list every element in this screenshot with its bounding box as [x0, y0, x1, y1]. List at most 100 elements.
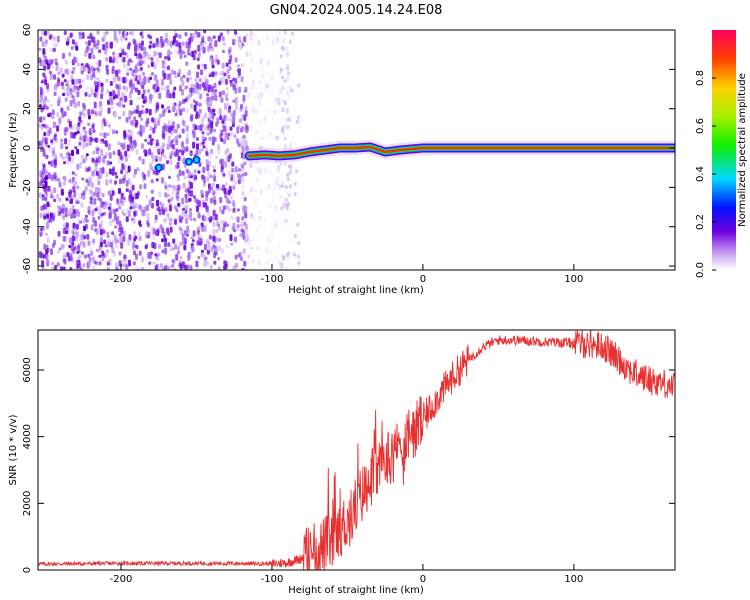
snr-frame — [37, 329, 676, 571]
noise-speck — [291, 31, 294, 36]
noise-speck — [290, 88, 294, 93]
noise-speck — [295, 169, 299, 174]
noise-fade — [38, 30, 275, 270]
noise-speck — [289, 184, 293, 189]
noise-speck — [289, 165, 293, 170]
noise-speck — [281, 126, 285, 131]
noise-speck — [280, 75, 284, 80]
noise-speck — [282, 38, 286, 45]
y-tick-label: 0 — [22, 145, 33, 151]
noise-speck — [279, 67, 283, 72]
noise-speck — [286, 213, 290, 218]
x-tick-label: 0 — [420, 274, 426, 285]
noise-speck — [287, 193, 291, 197]
noise-speck — [285, 108, 289, 114]
colorbar-tick-label: 0.8 — [695, 70, 706, 86]
noise-speck — [286, 75, 290, 82]
colorbar-label: Normalized spectral amplitude — [737, 73, 748, 227]
spectrogram-x-label: Height of straight line (km) — [288, 285, 424, 296]
noise-speck — [274, 180, 278, 186]
noise-speck — [278, 85, 282, 91]
y-tick-label: 2000 — [22, 491, 33, 516]
spectrogram-x-ticks: -200 -100 0 100 — [110, 264, 583, 285]
colorbar-ticks: 0.0 0.2 0.4 0.6 0.8 — [695, 70, 716, 278]
noise-speck — [274, 221, 278, 229]
noise-speck — [284, 218, 288, 224]
noise-speck — [279, 162, 283, 166]
colorbar-tick-label: 0.0 — [695, 262, 706, 278]
colorbar-tick-label: 0.4 — [695, 166, 706, 182]
noise-speck — [276, 97, 280, 103]
noise-speck — [288, 170, 292, 175]
signal-blob-core — [186, 159, 191, 165]
noise-speck — [280, 115, 284, 121]
x-tick-label: 100 — [564, 574, 583, 585]
noise-speck — [279, 88, 282, 95]
spectrogram-panel: -200 -100 0 100 60 40 20 0 -20 -40 -60 Height of … — [8, 24, 676, 296]
snr-y-label: SNR (10 * v/v) — [8, 414, 19, 485]
noise-speck — [284, 185, 288, 189]
noise-speck — [283, 123, 287, 128]
noise-speck — [287, 71, 291, 76]
colorbar-tick-label: 0.6 — [695, 118, 706, 134]
noise-speck — [283, 79, 287, 83]
noise-speck — [279, 54, 283, 59]
noise-speck — [296, 222, 300, 227]
signal-blob-core — [156, 165, 161, 171]
noise-speck — [286, 90, 289, 96]
noise-speck — [288, 94, 291, 100]
snr-x-label: Height of straight line (km) — [288, 585, 424, 596]
noise-speck — [276, 135, 280, 141]
x-tick-label: -100 — [261, 574, 284, 585]
noise-speck — [296, 254, 300, 259]
colorbar-tick-label: 0.2 — [695, 214, 706, 230]
noise-speck — [289, 142, 292, 149]
noise-speck — [293, 182, 297, 186]
signal-blob-core — [194, 157, 199, 163]
noise-speck — [280, 262, 284, 270]
noise-speck — [274, 217, 278, 221]
noise-speck — [285, 46, 289, 51]
noise-speck — [297, 83, 301, 88]
noise-speck — [284, 197, 288, 202]
noise-speck — [286, 118, 290, 122]
noise-speck — [281, 254, 285, 259]
noise-speck — [276, 176, 280, 183]
x-tick-label: 100 — [564, 274, 583, 285]
noise-speck — [288, 39, 292, 44]
noise-speck — [278, 260, 282, 267]
y-tick-label: -60 — [22, 258, 33, 274]
noise-speck — [297, 261, 301, 266]
noise-speck — [282, 201, 286, 205]
noise-speck — [280, 206, 284, 211]
noise-speck — [281, 181, 285, 188]
noise-speck — [278, 220, 282, 224]
noise-speck — [289, 239, 293, 243]
snr-series-line — [38, 330, 675, 570]
noise-speck — [286, 173, 290, 178]
signal-trace-band — [248, 145, 675, 157]
noise-speck — [288, 116, 292, 122]
noise-speck — [282, 202, 286, 208]
signal-trace — [154, 140, 675, 172]
colorbar-gradient — [712, 30, 736, 270]
noise-speck — [286, 63, 290, 70]
noise-speck — [276, 165, 280, 172]
y-tick-label: 6000 — [22, 357, 33, 382]
y-tick-label: -20 — [22, 179, 33, 195]
x-tick-label: 0 — [420, 574, 426, 585]
spectrogram-y-label: Frequency (Hz) — [8, 112, 19, 188]
noise-speck — [296, 119, 299, 124]
y-tick-label: -40 — [22, 219, 33, 235]
noise-speck — [283, 137, 287, 141]
noise-speck — [286, 125, 290, 130]
y-tick-label: 0 — [22, 567, 33, 573]
noise-speck — [287, 251, 291, 256]
noise-speck — [278, 183, 281, 190]
y-tick-label: 4000 — [22, 424, 33, 449]
noise-speck — [285, 189, 289, 196]
noise-speck — [286, 51, 289, 58]
x-tick-label: -200 — [110, 274, 133, 285]
noise-speck — [277, 102, 281, 106]
